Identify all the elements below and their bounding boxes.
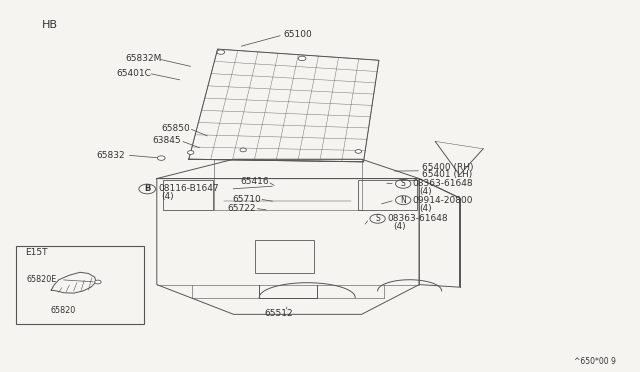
Text: (4): (4): [161, 192, 174, 201]
Text: 08363-61648: 08363-61648: [413, 179, 474, 188]
Text: 65722: 65722: [227, 204, 256, 213]
Text: 65832: 65832: [96, 151, 125, 160]
Text: S: S: [401, 179, 406, 188]
Text: 65850: 65850: [161, 124, 190, 133]
Text: 65401C: 65401C: [116, 69, 151, 78]
Text: (4): (4): [394, 222, 406, 231]
Text: 08116-B1647: 08116-B1647: [158, 185, 219, 193]
Text: (4): (4): [419, 204, 432, 213]
FancyBboxPatch shape: [16, 246, 144, 324]
Bar: [255, 240, 314, 273]
Circle shape: [355, 150, 362, 153]
Circle shape: [188, 151, 194, 154]
Text: 65710: 65710: [232, 195, 261, 203]
Text: 65820E: 65820E: [27, 275, 57, 284]
Text: 65416: 65416: [240, 177, 269, 186]
Circle shape: [240, 148, 246, 152]
Text: 08363-61648: 08363-61648: [387, 214, 448, 223]
Bar: [358, 180, 417, 210]
Text: 65512: 65512: [264, 309, 292, 318]
Text: N: N: [401, 196, 406, 205]
Bar: [163, 180, 213, 210]
Text: 65400 (RH): 65400 (RH): [422, 163, 474, 172]
Text: 65401 (LH): 65401 (LH): [422, 170, 473, 179]
Text: B: B: [144, 185, 150, 193]
Text: 65100: 65100: [283, 31, 312, 39]
Text: ^650*00 9: ^650*00 9: [574, 357, 616, 366]
Text: HB: HB: [42, 20, 58, 30]
Text: 09914-20800: 09914-20800: [413, 196, 474, 205]
Text: 65820: 65820: [50, 306, 76, 315]
Circle shape: [157, 156, 165, 160]
Text: (4): (4): [419, 187, 432, 196]
Circle shape: [95, 280, 101, 284]
Circle shape: [217, 50, 225, 54]
Text: 65832M: 65832M: [125, 54, 162, 63]
Text: E15T: E15T: [26, 248, 48, 257]
Text: 63845: 63845: [152, 136, 181, 145]
Circle shape: [298, 56, 306, 61]
Text: S: S: [375, 214, 380, 223]
